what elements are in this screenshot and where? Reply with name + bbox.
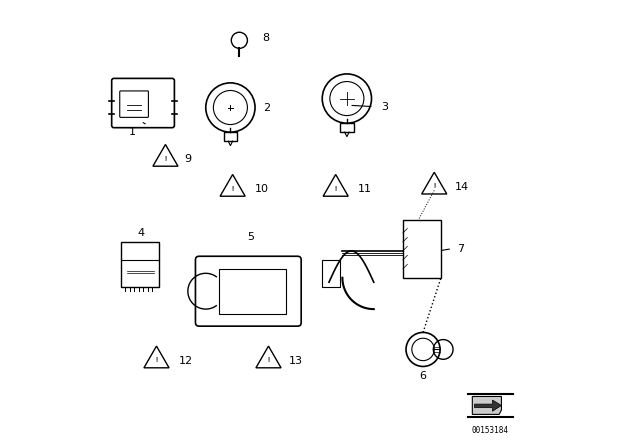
Text: !: ! [333, 185, 338, 192]
Text: 1: 1 [129, 127, 135, 137]
Text: 00153184: 00153184 [471, 426, 508, 435]
Text: 5: 5 [247, 233, 254, 242]
Text: !: ! [154, 357, 159, 363]
Text: !: ! [432, 183, 436, 190]
Text: !: ! [230, 185, 235, 192]
Text: 10: 10 [255, 184, 269, 194]
Text: !: ! [266, 357, 271, 363]
Text: 7: 7 [457, 244, 464, 254]
Text: 3: 3 [381, 102, 388, 112]
Text: 2: 2 [262, 103, 270, 112]
Text: 4: 4 [137, 228, 145, 238]
Polygon shape [472, 396, 502, 414]
Text: 8: 8 [262, 33, 270, 43]
Text: 13: 13 [289, 356, 303, 366]
Polygon shape [475, 400, 502, 411]
Text: 12: 12 [179, 356, 193, 366]
Text: 6: 6 [420, 371, 426, 381]
Text: 9: 9 [184, 154, 191, 164]
Text: 14: 14 [454, 182, 468, 192]
Text: 11: 11 [358, 184, 372, 194]
Text: !: ! [163, 155, 168, 162]
